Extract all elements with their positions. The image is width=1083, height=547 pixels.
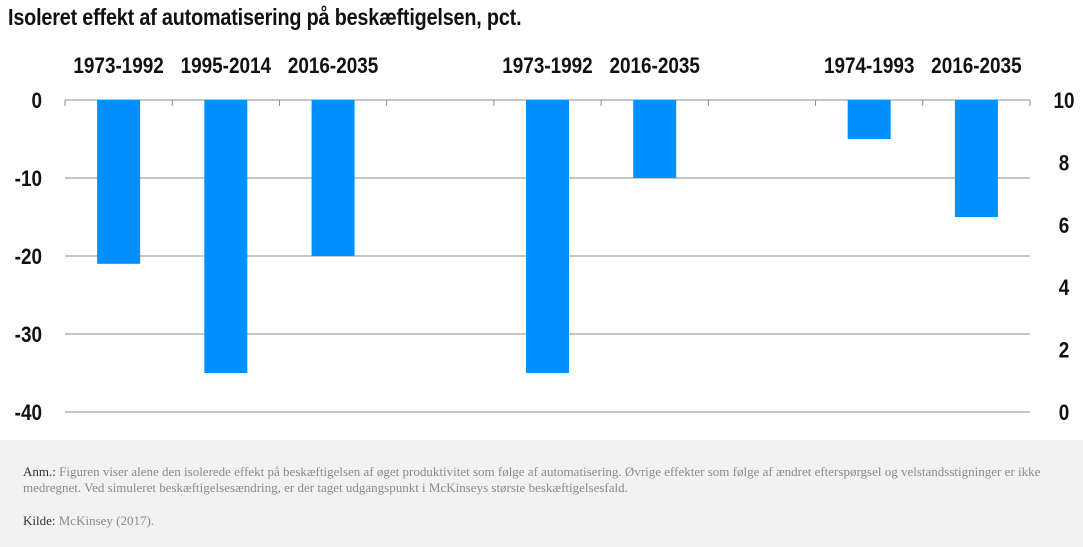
bar [204,100,248,373]
category-label: 2016-2035 [288,54,378,79]
note-kilde-text: McKinsey (2017). [58,513,155,528]
y-tick-label: -40 [15,401,42,426]
y2-tick-label: 4 [1059,276,1070,301]
y2-tick-label: 8 [1059,151,1070,176]
y-tick-label: -20 [15,245,42,270]
bar [526,100,569,373]
y-tick-label: -10 [15,167,42,192]
bar [847,100,891,139]
note-anm-text: Figuren viser alene den isolerede effekt… [23,464,1041,495]
category-labels: 1973-1992 1995-2014 2016-2035 1973-1992 2016… [73,54,1021,79]
note-anm-label: Anm.: [23,464,56,479]
category-label: 1974-1993 [824,54,914,79]
bar-chart: 1973-1992 1995-2014 2016-2035 1973-1992 2016… [15,54,1075,426]
note-panel: Anm.: Figuren viser alene den isolerede … [0,440,1083,547]
left-axis-ticks: 0 -10 -20 -30 -40 [15,89,42,426]
y2-tick-label: 0 [1059,401,1070,426]
bar [954,100,998,217]
y2-tick-label: 6 [1059,213,1070,238]
y2-tick-label: 10 [1053,89,1074,114]
note-kilde-label: Kilde: [23,513,56,528]
y-tick-label: 0 [31,89,42,114]
chart-title: Isoleret effekt af automatisering på bes… [8,4,522,30]
y-tick-label: -30 [15,323,42,348]
y2-tick-label: 2 [1059,338,1070,363]
bar [311,100,355,256]
category-label: 1973-1992 [73,54,163,79]
category-label: 1995-2014 [181,54,272,79]
right-axis-ticks: 10 8 6 4 2 0 [1053,89,1074,426]
category-label: 2016-2035 [610,54,700,79]
bar [97,100,141,264]
category-label: 1973-1992 [502,54,592,79]
note-annotation: Anm.: Figuren viser alene den isolerede … [23,464,1063,496]
note-source: Kilde: McKinsey (2017). [23,513,154,529]
bars [97,100,998,373]
category-label: 2016-2035 [931,54,1021,79]
bar [633,100,677,178]
